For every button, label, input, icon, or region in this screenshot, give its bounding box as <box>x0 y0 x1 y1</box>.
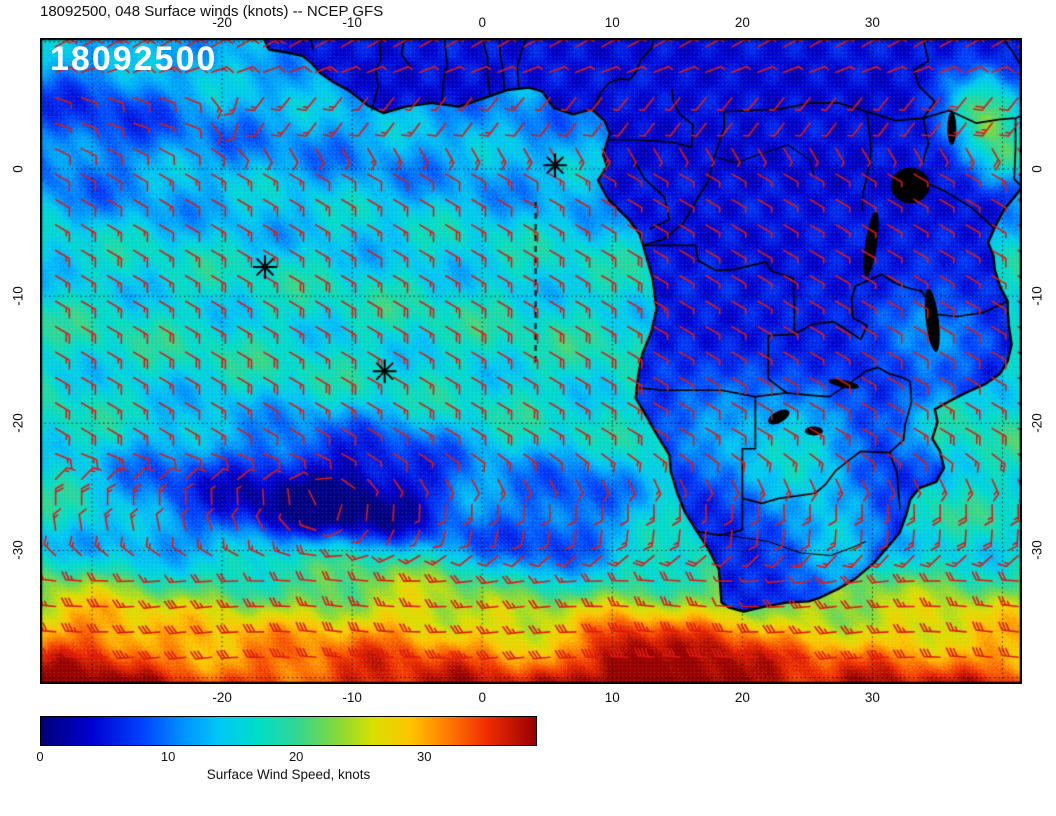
lon-tick-label-top: 10 <box>604 15 620 30</box>
lat-tick-label-left: 0 <box>10 165 26 173</box>
lat-tick-label-left: -20 <box>10 413 26 434</box>
colorbar-ticks: 0 10 20 30 <box>36 746 537 766</box>
lon-tick-label-top: -10 <box>342 15 362 30</box>
lon-tick-label-bottom: -10 <box>342 690 362 705</box>
lon-tick-label-bottom: 30 <box>864 690 880 705</box>
map-plot-area: 18092500 <box>40 38 1022 684</box>
lat-tick-label-right: 0 <box>1029 165 1045 173</box>
lat-tick-label-right: -10 <box>1029 286 1045 306</box>
lon-tick-label-bottom: 0 <box>478 690 486 705</box>
lat-tick-label-left: -10 <box>10 286 26 306</box>
colorbar: 0 10 20 30 Surface Wind Speed, knots <box>36 716 537 782</box>
figure-title: 18092500, 048 Surface winds (knots) -- N… <box>40 3 384 20</box>
lat-tick-label-right: -20 <box>1029 413 1045 434</box>
lon-tick-label-top: 30 <box>864 15 880 30</box>
lat-tick-label-left: -30 <box>10 540 26 561</box>
lat-tick-label-right: -30 <box>1029 540 1045 561</box>
lon-tick-label-bottom: 10 <box>604 690 620 705</box>
colorbar-label: Surface Wind Speed, knots <box>206 767 371 782</box>
wind-map-canvas <box>40 38 1022 684</box>
colorbar-tick-label: 0 <box>36 749 44 764</box>
colorbar-gradient <box>40 716 537 746</box>
lon-tick-label-bottom: -20 <box>212 690 232 705</box>
lon-tick-label-top: -20 <box>212 15 232 30</box>
run-datetime-stamp: 18092500 <box>50 40 218 78</box>
colorbar-tick-label: 30 <box>417 749 432 764</box>
lon-tick-label-bottom: 20 <box>734 690 750 705</box>
colorbar-tick-label: 20 <box>288 749 304 764</box>
colorbar-tick-label: 10 <box>160 749 176 764</box>
lon-tick-label-top: 20 <box>734 15 750 30</box>
lon-tick-label-top: 0 <box>478 15 486 30</box>
